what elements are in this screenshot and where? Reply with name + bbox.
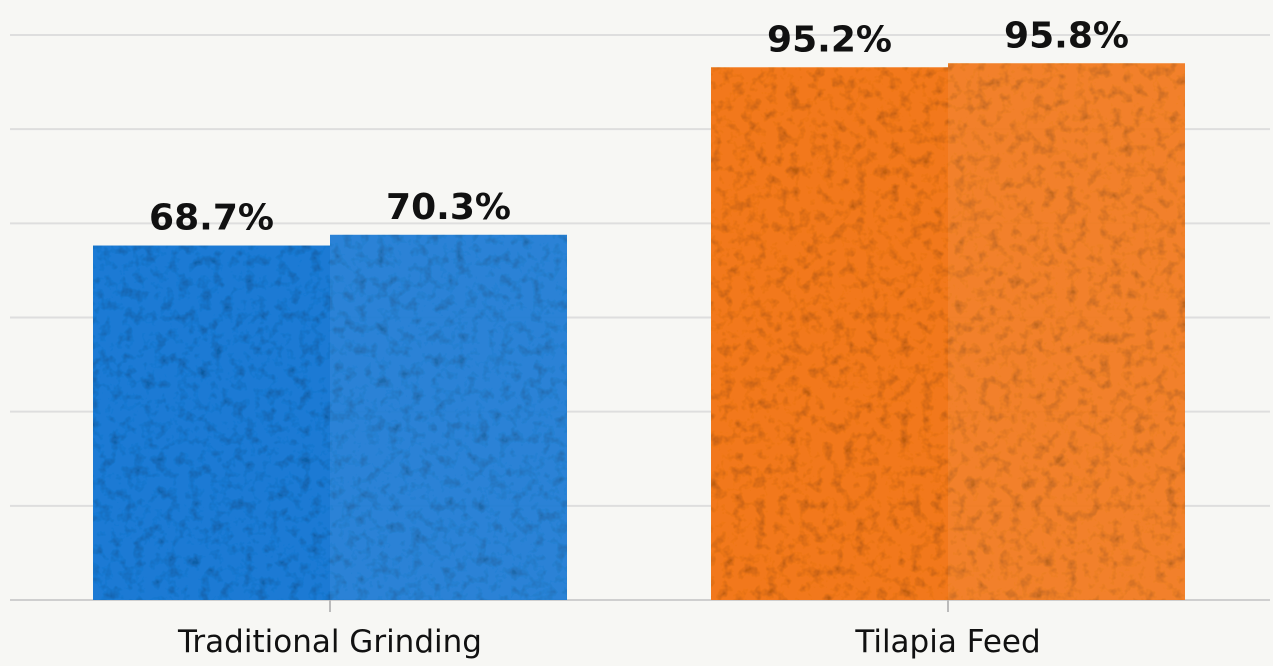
data-label: 70.3% — [386, 187, 511, 228]
data-label: 68.7% — [149, 198, 274, 239]
bars — [93, 63, 1185, 601]
bar — [711, 67, 948, 601]
x-axis: Traditional Grinding Tilapia Feed — [177, 600, 1041, 660]
x-tick-label: Traditional Grinding — [177, 624, 482, 660]
data-label: 95.2% — [767, 19, 892, 60]
bar — [948, 63, 1185, 600]
x-tick-label: Tilapia Feed — [854, 624, 1040, 660]
bar — [330, 234, 567, 600]
bar — [93, 245, 330, 600]
data-labels: 68.7% 70.3% 95.2% 95.8% — [149, 15, 1129, 238]
data-label: 95.8% — [1004, 15, 1129, 56]
